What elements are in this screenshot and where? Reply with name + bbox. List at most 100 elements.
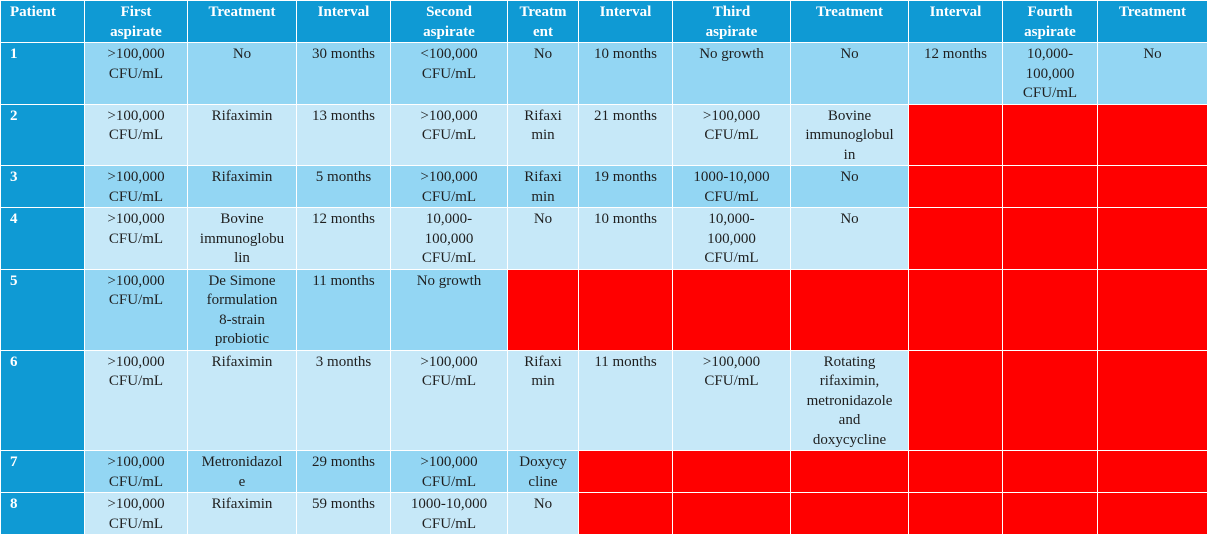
table-body: 1 >100,000 CFU/mL No 30 months <100,000 CFU/mL… [0,42,1208,535]
second-aspirate-cell: >100,000 CFU/mL [390,103,508,166]
not-applicable-cell [1002,492,1098,535]
first-aspirate-cell: >100,000 CFU/mL [84,42,188,105]
first-aspirate-cell: >100,000 CFU/mL [84,450,188,493]
interval-1-cell: 59 months [296,492,391,535]
header-treatment-1: Treatment [187,0,297,43]
first-aspirate-cell: >100,000 CFU/mL [84,103,188,166]
table-row: 4 >100,000 CFU/mL Bovine immunoglobu lin 12 mo… [0,207,1208,270]
treatment-4-cell: No [1097,42,1208,105]
treatment-2-cell: Doxycy cline [507,450,579,493]
first-aspirate-cell: >100,000 CFU/mL [84,207,188,270]
not-applicable-cell [908,492,1003,535]
not-applicable-cell [672,450,791,493]
interval-1-cell: 3 months [296,349,391,451]
not-applicable-cell [578,268,673,351]
treatment-1-cell: Metronidazol e [187,450,297,493]
header-fourth-aspirate: Fourth aspirate [1002,0,1098,43]
not-applicable-cell [790,268,909,351]
not-applicable-cell [1097,492,1208,535]
table-row: 2 >100,000 CFU/mL Rifaximin 13 months >100,00… [0,103,1208,166]
header-treatment-3: Treatment [790,0,909,43]
not-applicable-cell [1002,450,1098,493]
header-treatment-2: Treatm ent [507,0,579,43]
patient-id-cell: 5 [0,268,85,351]
treatment-2-cell: Rifaxi min [507,349,579,451]
header-interval-1: Interval [296,0,391,43]
second-aspirate-cell: 10,000- 100,000 CFU/mL [390,207,508,270]
header-treatment-4: Treatment [1097,0,1208,43]
header-row: Patient First aspirate Treatment Interval… [0,0,1208,43]
treatment-3-cell: No [790,207,909,270]
not-applicable-cell [1097,165,1208,208]
not-applicable-cell [908,165,1003,208]
not-applicable-cell [1097,349,1208,451]
not-applicable-cell [908,103,1003,166]
not-applicable-cell [1002,103,1098,166]
second-aspirate-cell: >100,000 CFU/mL [390,165,508,208]
treatment-2-cell: No [507,492,579,535]
patient-id-cell: 1 [0,42,85,105]
table-row: 8 >100,000 CFU/mL Rifaximin 59 months 1000-10… [0,492,1208,535]
not-applicable-cell [908,268,1003,351]
third-aspirate-cell: 1000-10,000 CFU/mL [672,165,791,208]
interval-2-cell: 10 months [578,42,673,105]
interval-1-cell: 11 months [296,268,391,351]
not-applicable-cell [672,492,791,535]
not-applicable-cell [1002,207,1098,270]
treatment-1-cell: Rifaximin [187,349,297,451]
fourth-aspirate-cell: 10,000- 100,000 CFU/mL [1002,42,1098,105]
third-aspirate-cell: >100,000 CFU/mL [672,349,791,451]
treatment-3-cell: Rotating rifaximin, metronidazole and doxycy… [790,349,909,451]
third-aspirate-cell: 10,000- 100,000 CFU/mL [672,207,791,270]
patient-id-cell: 7 [0,450,85,493]
header-interval-3: Interval [908,0,1003,43]
treatment-2-cell: Rifaxi min [507,165,579,208]
treatment-1-cell: Bovine immunoglobu lin [187,207,297,270]
treatment-3-cell: Bovine immunoglobul in [790,103,909,166]
interval-1-cell: 29 months [296,450,391,493]
third-aspirate-cell: No growth [672,42,791,105]
treatment-1-cell: Rifaximin [187,103,297,166]
second-aspirate-cell: <100,000 CFU/mL [390,42,508,105]
not-applicable-cell [908,349,1003,451]
not-applicable-cell [1002,268,1098,351]
not-applicable-cell [1097,207,1208,270]
patient-id-cell: 2 [0,103,85,166]
interval-2-cell: 10 months [578,207,673,270]
treatment-1-cell: De Simone formulation 8-strain probiotic [187,268,297,351]
not-applicable-cell [790,450,909,493]
treatment-3-cell: No [790,165,909,208]
patient-id-cell: 4 [0,207,85,270]
treatment-1-cell: Rifaximin [187,165,297,208]
not-applicable-cell [578,450,673,493]
interval-2-cell: 21 months [578,103,673,166]
not-applicable-cell [1002,349,1098,451]
second-aspirate-cell: >100,000 CFU/mL [390,349,508,451]
treatment-3-cell: No [790,42,909,105]
header-second-aspirate: Second aspirate [390,0,508,43]
interval-2-cell: 11 months [578,349,673,451]
interval-1-cell: 30 months [296,42,391,105]
interval-1-cell: 13 months [296,103,391,166]
not-applicable-cell [1097,268,1208,351]
table-row: 1 >100,000 CFU/mL No 30 months <100,000 CFU/mL… [0,42,1208,105]
header-patient: Patient [0,0,85,43]
treatment-2-cell: Rifaxi min [507,103,579,166]
first-aspirate-cell: >100,000 CFU/mL [84,492,188,535]
patient-id-cell: 3 [0,165,85,208]
not-applicable-cell [1097,450,1208,493]
table-row: 5 >100,000 CFU/mL De Simone formulation 8-str… [0,268,1208,351]
header-first-aspirate: First aspirate [84,0,188,43]
interval-1-cell: 12 months [296,207,391,270]
interval-1-cell: 5 months [296,165,391,208]
not-applicable-cell [1097,103,1208,166]
treatment-2-cell: No [507,42,579,105]
first-aspirate-cell: >100,000 CFU/mL [84,268,188,351]
treatment-1-cell: No [187,42,297,105]
not-applicable-cell [578,492,673,535]
interval-2-cell: 19 months [578,165,673,208]
not-applicable-cell [908,450,1003,493]
treatment-2-cell: No [507,207,579,270]
third-aspirate-cell: >100,000 CFU/mL [672,103,791,166]
table-header: Patient First aspirate Treatment Interval… [0,0,1208,43]
